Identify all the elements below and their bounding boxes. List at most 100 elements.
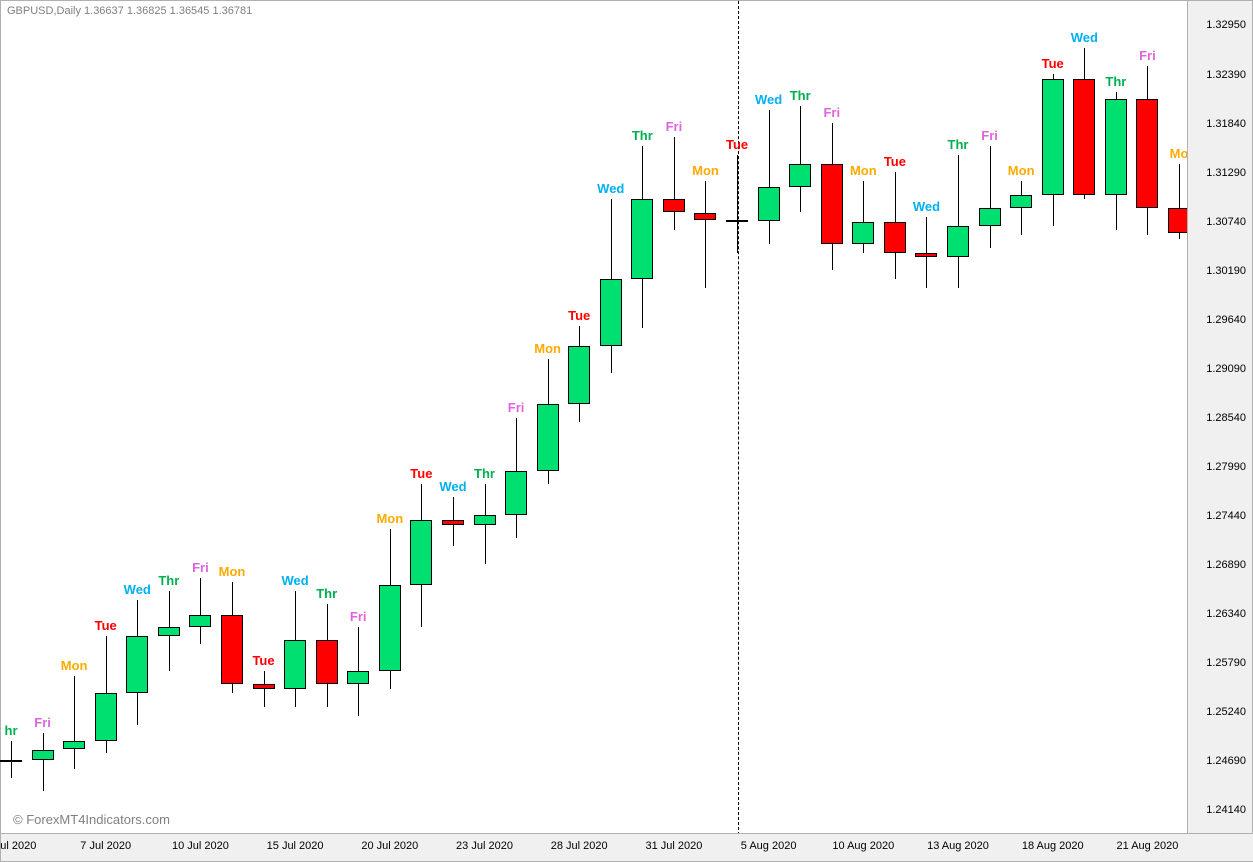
day-label: Tue	[410, 466, 432, 481]
candle-body	[442, 520, 464, 525]
candle-wick	[74, 676, 75, 769]
day-label: Wed	[124, 582, 151, 597]
chart-container[interactable]: hr Fri Mon Tue Wed Thr Fri Mon Tue Wed Thr Fri Mon Tu…	[0, 0, 1253, 862]
x-tick-label: 15 Jul 2020	[267, 840, 324, 852]
x-tick-label: 5 Aug 2020	[741, 840, 797, 852]
candle-body	[410, 520, 432, 585]
chart-header: GBPUSD,Daily 1.36637 1.36825 1.36545 1.3…	[7, 5, 252, 17]
candle-body	[947, 226, 969, 257]
candle-wick	[705, 181, 706, 288]
day-label: Mon	[219, 564, 246, 579]
candle-body	[789, 164, 811, 187]
day-label: hr	[5, 723, 18, 738]
candle-body	[694, 213, 716, 220]
vertical-separator-line	[738, 1, 739, 835]
candle-body	[852, 222, 874, 243]
day-label: Mon	[376, 511, 403, 526]
candle-body	[347, 671, 369, 684]
y-tick-label: 1.32950	[1206, 19, 1246, 31]
candle-body	[1073, 79, 1095, 195]
y-tick-label: 1.28540	[1206, 412, 1246, 424]
y-tick-label: 1.29640	[1206, 314, 1246, 326]
chart-plot-area[interactable]: hr Fri Mon Tue Wed Thr Fri Mon Tue Wed Thr Fri Mon Tu…	[1, 1, 1189, 835]
day-label: Wed	[281, 573, 308, 588]
day-label: Fri	[508, 400, 525, 415]
candle-wick	[958, 155, 959, 289]
x-tick-label: 10 Aug 2020	[832, 840, 894, 852]
y-tick-label: 1.26340	[1206, 608, 1246, 620]
day-label: Thr	[158, 573, 179, 588]
candle-body	[1105, 99, 1127, 194]
x-tick-label: 10 Jul 2020	[172, 840, 229, 852]
day-label: Wed	[597, 181, 624, 196]
candle-body	[537, 404, 559, 471]
x-tick-label: 7 Jul 2020	[80, 840, 131, 852]
price-axis: 1.329501.323901.318401.312901.307401.301…	[1187, 1, 1252, 835]
candle-body	[158, 627, 180, 636]
candle-body	[126, 636, 148, 694]
y-tick-label: 1.25240	[1206, 706, 1246, 718]
candle-body	[979, 208, 1001, 226]
candle-wick	[43, 733, 44, 791]
x-tick-label: 21 Aug 2020	[1117, 840, 1179, 852]
candle-wick	[737, 155, 738, 253]
candle-wick	[800, 106, 801, 213]
candle-body	[63, 741, 85, 750]
y-tick-label: 1.30190	[1206, 265, 1246, 277]
candle-wick	[990, 146, 991, 248]
day-label: Thr	[790, 88, 811, 103]
x-tick-label: 2 Jul 2020	[0, 840, 36, 852]
day-label: Mon	[534, 341, 561, 356]
candle-body	[379, 585, 401, 671]
day-label: Mo	[1170, 146, 1189, 161]
y-tick-label: 1.27990	[1206, 461, 1246, 473]
day-label: Mon	[850, 163, 877, 178]
watermark: © ForexMT4Indicators.com	[13, 812, 170, 827]
day-label: Thr	[316, 586, 337, 601]
candle-wick	[674, 137, 675, 231]
day-label: Wed	[913, 199, 940, 214]
candle-body	[758, 187, 780, 222]
day-label: Thr	[1105, 74, 1126, 89]
candle-body	[726, 220, 748, 222]
candle-body	[568, 346, 590, 404]
y-tick-label: 1.29090	[1206, 363, 1246, 375]
x-tick-label: 31 Jul 2020	[645, 840, 702, 852]
candle-wick	[1021, 181, 1022, 234]
candle-body	[95, 693, 117, 740]
candle-body	[221, 615, 243, 684]
candle-body	[316, 640, 338, 685]
day-label: Thr	[632, 128, 653, 143]
x-tick-label: 20 Jul 2020	[361, 840, 418, 852]
day-label: Mon	[1008, 163, 1035, 178]
day-label: Tue	[726, 137, 748, 152]
day-label: Tue	[95, 618, 117, 633]
day-label: Thr	[474, 466, 495, 481]
candle-wick	[200, 578, 201, 645]
candle-body	[284, 640, 306, 689]
candle-wick	[264, 671, 265, 707]
y-tick-label: 1.30740	[1206, 216, 1246, 228]
x-tick-label: 13 Aug 2020	[927, 840, 989, 852]
y-tick-label: 1.26890	[1206, 559, 1246, 571]
day-label: Tue	[252, 653, 274, 668]
candle-body	[474, 515, 496, 525]
candle-body	[600, 279, 622, 346]
candle-body	[1010, 195, 1032, 208]
candle-body	[821, 164, 843, 244]
candle-body	[1136, 99, 1158, 208]
time-axis: 2 Jul 2020 7 Jul 2020 10 Jul 2020 15 Jul 20…	[1, 833, 1253, 861]
y-tick-label: 1.31840	[1206, 118, 1246, 130]
day-label: Fri	[350, 609, 367, 624]
candle-body	[1042, 79, 1064, 195]
y-tick-label: 1.27440	[1206, 510, 1246, 522]
day-label: Fri	[1139, 48, 1156, 63]
day-label: Wed	[1071, 30, 1098, 45]
y-tick-label: 1.31290	[1206, 167, 1246, 179]
x-tick-label: 18 Aug 2020	[1022, 840, 1084, 852]
day-label: Mon	[692, 163, 719, 178]
day-label: Fri	[666, 119, 683, 134]
x-tick-label: 23 Jul 2020	[456, 840, 513, 852]
candle-body	[0, 760, 22, 762]
y-tick-label: 1.24140	[1206, 804, 1246, 816]
